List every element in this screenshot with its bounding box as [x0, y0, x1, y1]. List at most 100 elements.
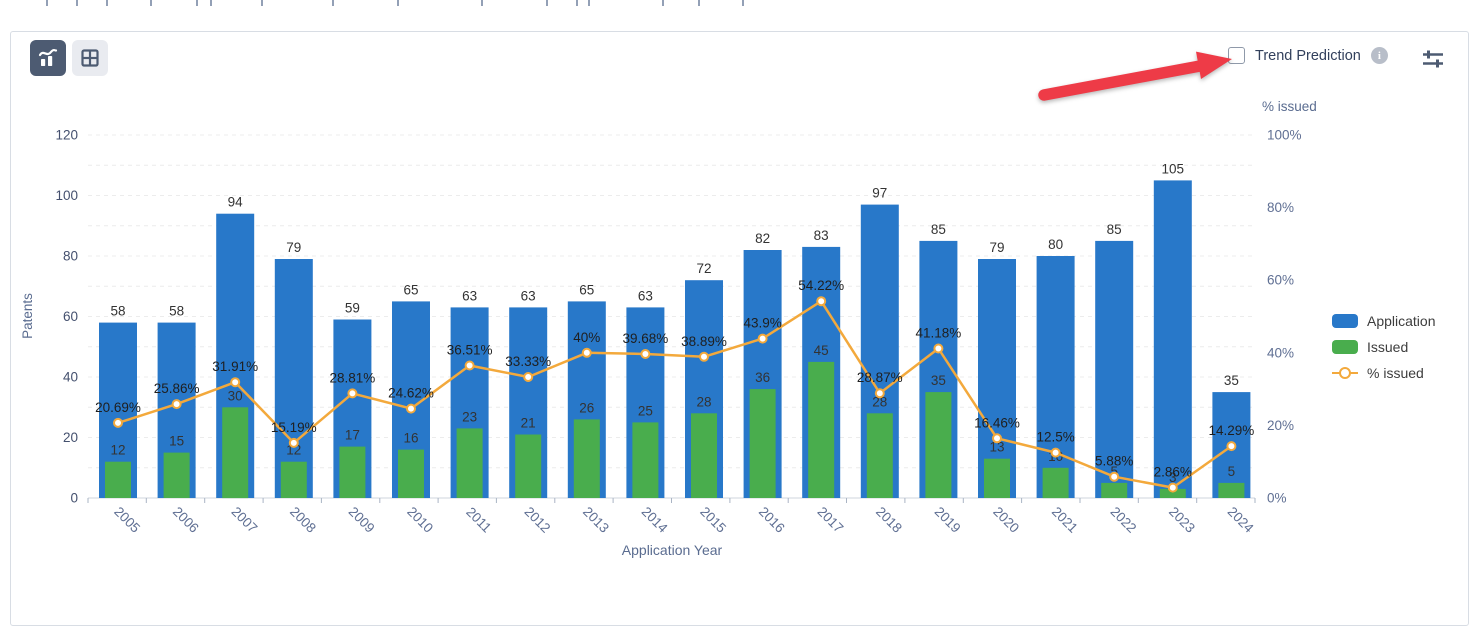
svg-text:30: 30 [228, 388, 243, 403]
legend-label: Issued [1367, 339, 1409, 355]
chart-settings-button[interactable] [1420, 46, 1446, 77]
svg-text:63: 63 [462, 288, 477, 303]
table-grid-icon [81, 49, 99, 67]
svg-text:100: 100 [55, 188, 78, 203]
svg-text:35: 35 [931, 373, 946, 388]
svg-text:2022: 2022 [1107, 504, 1139, 536]
svg-text:2007: 2007 [228, 504, 260, 536]
svg-text:97: 97 [872, 186, 887, 201]
svg-text:15.19%: 15.19% [271, 420, 317, 435]
svg-text:36: 36 [755, 370, 770, 385]
svg-text:20.69%: 20.69% [95, 400, 141, 415]
bar-line-chart-icon [38, 48, 58, 66]
svg-text:40%: 40% [573, 330, 600, 345]
svg-text:40: 40 [63, 370, 78, 385]
svg-text:Patents: Patents [20, 293, 35, 339]
svg-text:120: 120 [55, 128, 78, 143]
svg-text:35: 35 [1224, 373, 1239, 388]
svg-text:16: 16 [403, 431, 418, 446]
chart-view-button[interactable] [30, 40, 66, 76]
svg-text:23: 23 [462, 409, 477, 424]
svg-text:12.5%: 12.5% [1036, 430, 1074, 445]
svg-text:20%: 20% [1267, 418, 1294, 433]
svg-text:12: 12 [110, 443, 125, 458]
svg-text:58: 58 [110, 304, 125, 319]
svg-text:2016: 2016 [756, 504, 788, 536]
svg-text:12: 12 [286, 443, 301, 458]
svg-text:83: 83 [814, 228, 829, 243]
svg-text:31.91%: 31.91% [212, 359, 258, 374]
svg-text:2014: 2014 [639, 504, 671, 536]
svg-text:13: 13 [989, 440, 1004, 455]
svg-text:25.86%: 25.86% [154, 381, 200, 396]
svg-text:2011: 2011 [463, 504, 494, 535]
svg-text:80%: 80% [1267, 200, 1294, 215]
svg-text:80: 80 [63, 249, 78, 264]
line-marker-icon [1332, 367, 1358, 379]
info-icon[interactable]: i [1370, 47, 1388, 64]
svg-text:63: 63 [638, 288, 653, 303]
issued-swatch [1332, 340, 1358, 354]
trend-prediction-label: Trend Prediction [1255, 47, 1361, 64]
legend-item-pct-issued[interactable]: % issued [1332, 360, 1436, 386]
svg-text:43.9%: 43.9% [743, 316, 781, 331]
svg-text:2020: 2020 [990, 504, 1022, 536]
svg-text:2017: 2017 [814, 504, 846, 536]
svg-text:40%: 40% [1267, 345, 1294, 360]
trend-prediction-group: Trend Prediction i [1228, 47, 1388, 64]
svg-text:72: 72 [696, 261, 711, 276]
svg-text:2005: 2005 [111, 504, 143, 536]
svg-text:17: 17 [345, 428, 360, 443]
svg-text:20: 20 [63, 430, 78, 445]
svg-text:65: 65 [403, 282, 418, 297]
svg-text:14.29%: 14.29% [1209, 423, 1255, 438]
svg-text:54.22%: 54.22% [798, 278, 844, 293]
svg-text:2013: 2013 [580, 504, 612, 536]
svg-text:58: 58 [169, 304, 184, 319]
svg-text:45: 45 [814, 343, 829, 358]
svg-text:2019: 2019 [932, 504, 964, 536]
svg-text:80: 80 [1048, 237, 1063, 252]
svg-text:0%: 0% [1267, 491, 1287, 506]
svg-text:28.81%: 28.81% [330, 370, 376, 385]
svg-text:28: 28 [872, 394, 887, 409]
svg-text:5: 5 [1110, 464, 1118, 479]
svg-text:2021: 2021 [1049, 504, 1081, 536]
svg-text:105: 105 [1162, 161, 1185, 176]
svg-text:25: 25 [638, 403, 653, 418]
svg-text:28: 28 [696, 394, 711, 409]
svg-text:60%: 60% [1267, 273, 1294, 288]
svg-text:41.18%: 41.18% [916, 326, 962, 341]
svg-text:26: 26 [579, 400, 594, 415]
svg-text:2012: 2012 [521, 504, 553, 536]
svg-text:2008: 2008 [287, 504, 319, 536]
trend-prediction-checkbox[interactable] [1228, 47, 1245, 64]
svg-text:Application Year: Application Year [622, 542, 723, 558]
legend-item-issued[interactable]: Issued [1332, 334, 1436, 360]
svg-text:16.46%: 16.46% [974, 415, 1020, 430]
svg-text:59: 59 [345, 301, 360, 316]
svg-text:33.33%: 33.33% [505, 354, 551, 369]
svg-text:3: 3 [1169, 470, 1177, 485]
svg-text:2010: 2010 [404, 504, 436, 536]
svg-text:85: 85 [931, 222, 946, 237]
svg-text:36.51%: 36.51% [447, 343, 493, 358]
sliders-icon [1423, 50, 1443, 68]
svg-text:94: 94 [228, 195, 244, 210]
svg-text:5.88%: 5.88% [1095, 454, 1133, 469]
svg-text:39.68%: 39.68% [623, 331, 669, 346]
svg-text:2.86%: 2.86% [1154, 465, 1192, 480]
svg-text:100%: 100% [1267, 128, 1302, 143]
table-view-button[interactable] [72, 40, 108, 76]
svg-text:5: 5 [1228, 464, 1236, 479]
svg-text:2006: 2006 [170, 504, 202, 536]
svg-text:82: 82 [755, 231, 770, 246]
svg-text:65: 65 [579, 282, 594, 297]
legend-label: Application [1367, 313, 1436, 329]
svg-text:63: 63 [521, 288, 536, 303]
svg-text:24.62%: 24.62% [388, 386, 434, 401]
legend-item-application[interactable]: Application [1332, 308, 1436, 334]
svg-text:79: 79 [989, 240, 1004, 255]
svg-text:28.87%: 28.87% [857, 370, 903, 385]
